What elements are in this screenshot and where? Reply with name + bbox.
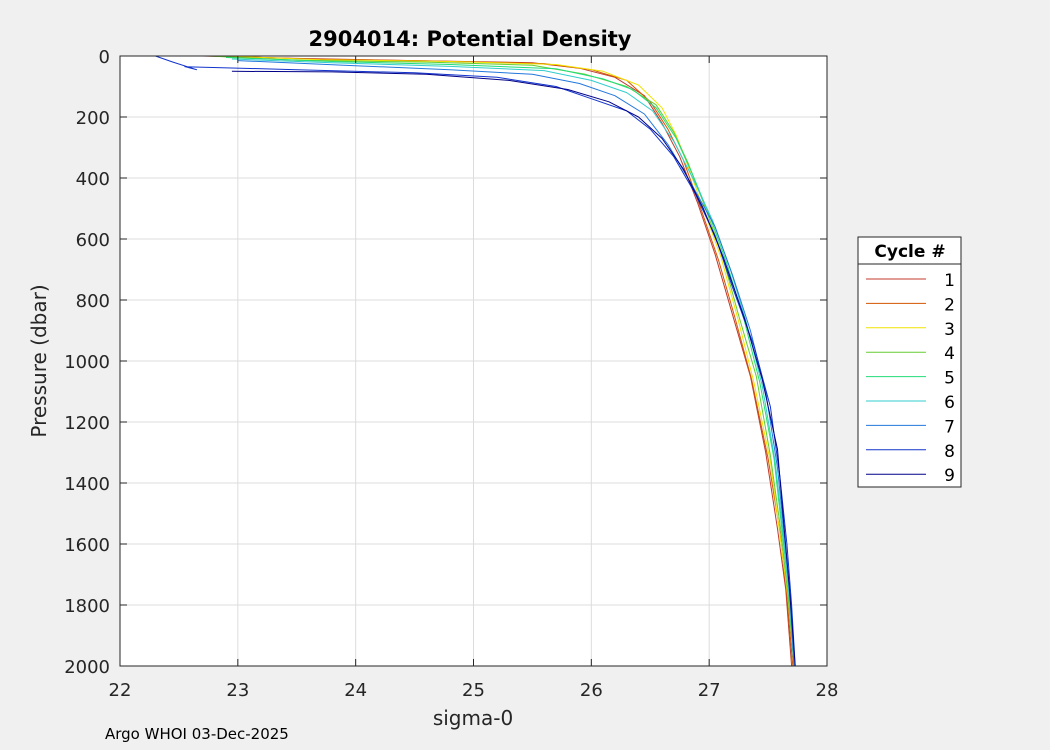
series-line-cycle-8 (155, 55, 796, 667)
legend-label-cycle-2: 2 (944, 295, 955, 315)
y-tick-label: 1200 (64, 413, 110, 434)
chart-title: 2904014: Potential Density (308, 27, 631, 51)
legend-label-cycle-9: 9 (944, 466, 955, 486)
series-line-cycle-4 (208, 55, 795, 667)
tick-marks (119, 55, 828, 667)
series-line-cycle-6 (231, 58, 795, 667)
legend-label-cycle-6: 6 (944, 393, 955, 413)
x-tick-label: 22 (109, 680, 132, 701)
footer-credit: Argo WHOI 03-Dec-2025 (105, 725, 289, 743)
x-tick-label: 23 (226, 680, 249, 701)
y-tick-label: 1000 (64, 352, 110, 373)
x-tick-label: 25 (462, 680, 485, 701)
y-tick-label: 0 (99, 47, 110, 68)
x-tick-label: 27 (698, 680, 721, 701)
legend-label-cycle-3: 3 (944, 320, 955, 340)
series-line-cycle-5 (225, 57, 795, 667)
y-tick-label: 2000 (64, 657, 110, 678)
y-tick-label: 1800 (64, 596, 110, 617)
legend-entries: 1 2 3 4 5 6 7 8 9 (866, 271, 955, 486)
y-tick-label: 1400 (64, 474, 110, 495)
x-tick-label: 26 (580, 680, 603, 701)
y-tick-label: 1600 (64, 535, 110, 556)
legend-title: Cycle # (874, 242, 945, 262)
legend-label-cycle-8: 8 (944, 442, 955, 462)
y-tick-label: 200 (76, 108, 110, 129)
legend-label-cycle-1: 1 (944, 271, 955, 291)
y-tick-labels: 0 200 400 600 800 1000 1200 1400 1600 1800 2000 (64, 47, 110, 678)
series-line-cycle-9 (231, 70, 796, 667)
legend-label-cycle-5: 5 (944, 369, 955, 389)
y-axis-label: Pressure (dbar) (27, 284, 51, 437)
x-axis-label: sigma-0 (433, 706, 513, 730)
legend: Cycle # 1 2 3 4 5 6 7 8 9 (857, 236, 962, 488)
legend-label-cycle-4: 4 (944, 344, 955, 364)
y-tick-label: 800 (76, 291, 110, 312)
x-tick-label: 28 (816, 680, 839, 701)
x-tick-label: 24 (344, 680, 367, 701)
y-tick-label: 400 (76, 169, 110, 190)
series-lines (155, 55, 796, 667)
x-tick-labels: 22 23 24 25 26 27 28 (109, 680, 839, 701)
legend-label-cycle-7: 7 (944, 417, 955, 437)
y-tick-label: 600 (76, 230, 110, 251)
series-line-cycle-3 (225, 55, 795, 667)
